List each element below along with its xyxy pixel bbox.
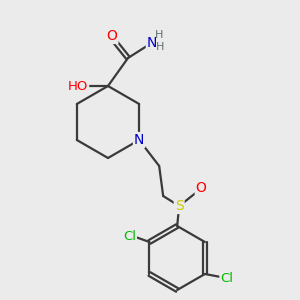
Text: Cl: Cl	[123, 230, 136, 242]
Text: HO: HO	[68, 80, 88, 92]
Text: S: S	[175, 199, 184, 213]
Text: O: O	[106, 29, 117, 43]
Text: N: N	[147, 36, 157, 50]
Text: H: H	[155, 30, 163, 40]
Text: N: N	[134, 133, 144, 147]
Text: H: H	[156, 42, 164, 52]
Text: O: O	[196, 181, 207, 195]
Text: Cl: Cl	[220, 272, 233, 284]
